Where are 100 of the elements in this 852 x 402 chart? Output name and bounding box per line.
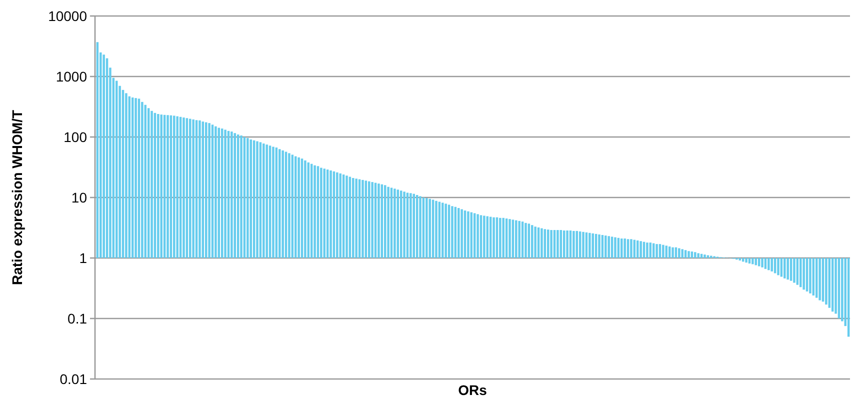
bar: [272, 146, 274, 258]
bar: [486, 216, 488, 258]
bar: [604, 236, 607, 258]
bar: [125, 93, 128, 258]
y-tick-label: 0.01: [60, 370, 88, 387]
y-tick-label: 0.1: [68, 310, 88, 326]
y-tick-label: 1000: [56, 68, 88, 84]
bar: [777, 258, 780, 276]
bar: [540, 228, 543, 258]
bar: [672, 247, 674, 258]
bar: [246, 138, 249, 258]
bar: [173, 116, 176, 258]
bar: [330, 170, 332, 258]
bar: [355, 178, 358, 258]
bar: [426, 198, 428, 258]
bar: [336, 172, 338, 258]
bar: [320, 168, 322, 258]
bar: [394, 188, 396, 258]
bar: [176, 116, 178, 258]
bar: [192, 119, 194, 258]
x-axis-title: ORs: [458, 382, 488, 398]
bar: [214, 126, 217, 258]
bar: [572, 230, 575, 258]
bar: [362, 180, 364, 258]
bar: [304, 160, 306, 258]
bar: [825, 258, 828, 305]
bar: [406, 192, 409, 258]
bar: [684, 250, 687, 258]
bar: [492, 217, 495, 258]
bar: [796, 258, 799, 285]
y-tick-label: 10: [71, 189, 88, 206]
bar: [346, 176, 348, 258]
bar: [259, 142, 262, 258]
bar: [512, 220, 514, 258]
bar: [250, 139, 252, 258]
bar: [410, 193, 412, 258]
bar: [828, 258, 830, 308]
bar: [658, 244, 662, 258]
bar: [352, 178, 354, 258]
bar: [444, 204, 447, 258]
bar: [387, 186, 390, 258]
bar: [467, 211, 470, 258]
y-tick-label: 1: [79, 250, 88, 266]
bar: [818, 258, 821, 300]
bar: [160, 114, 162, 258]
bar: [150, 110, 153, 258]
bar: [451, 206, 454, 258]
bar: [291, 154, 294, 258]
bar: [556, 230, 559, 258]
y-axis-title: Ratio expression WHOM/T: [9, 110, 25, 286]
bar: [640, 241, 642, 258]
bar: [224, 130, 226, 258]
bar: [694, 252, 696, 258]
bar: [608, 236, 610, 258]
bar: [435, 200, 438, 258]
bar: [582, 232, 584, 258]
bar: [546, 230, 550, 258]
bar: [550, 230, 552, 258]
bar: [528, 224, 530, 258]
bar: [339, 173, 342, 258]
bar: [508, 219, 511, 258]
bar: [476, 214, 479, 258]
bar: [288, 153, 290, 258]
bar: [499, 218, 502, 258]
bar: [378, 184, 380, 258]
bar: [448, 204, 450, 258]
bar: [656, 244, 658, 258]
bar: [134, 98, 137, 258]
bar: [182, 118, 185, 258]
bar: [662, 244, 664, 258]
bar: [764, 258, 767, 269]
bar: [704, 254, 706, 258]
bar: [544, 229, 546, 258]
bar: [630, 239, 632, 258]
bar: [396, 190, 400, 258]
bar: [566, 230, 568, 258]
bar: [809, 258, 812, 294]
bar: [610, 236, 614, 258]
bar: [400, 190, 402, 258]
bar: [768, 258, 770, 270]
bar: [166, 115, 169, 258]
bar: [786, 258, 789, 280]
bar: [560, 230, 562, 258]
bar: [316, 166, 320, 258]
bar: [371, 182, 374, 258]
bar: [390, 188, 393, 258]
bar: [678, 248, 680, 258]
bar: [761, 258, 764, 268]
bar: [364, 180, 368, 258]
bar: [770, 258, 773, 272]
bar: [198, 120, 201, 258]
bar: [521, 222, 524, 258]
bar: [282, 150, 284, 258]
bar: [230, 132, 233, 258]
bar: [524, 222, 527, 258]
bar: [688, 251, 690, 258]
bar: [403, 192, 406, 258]
bar: [278, 149, 281, 258]
bar: [592, 233, 594, 258]
bar: [806, 258, 808, 292]
